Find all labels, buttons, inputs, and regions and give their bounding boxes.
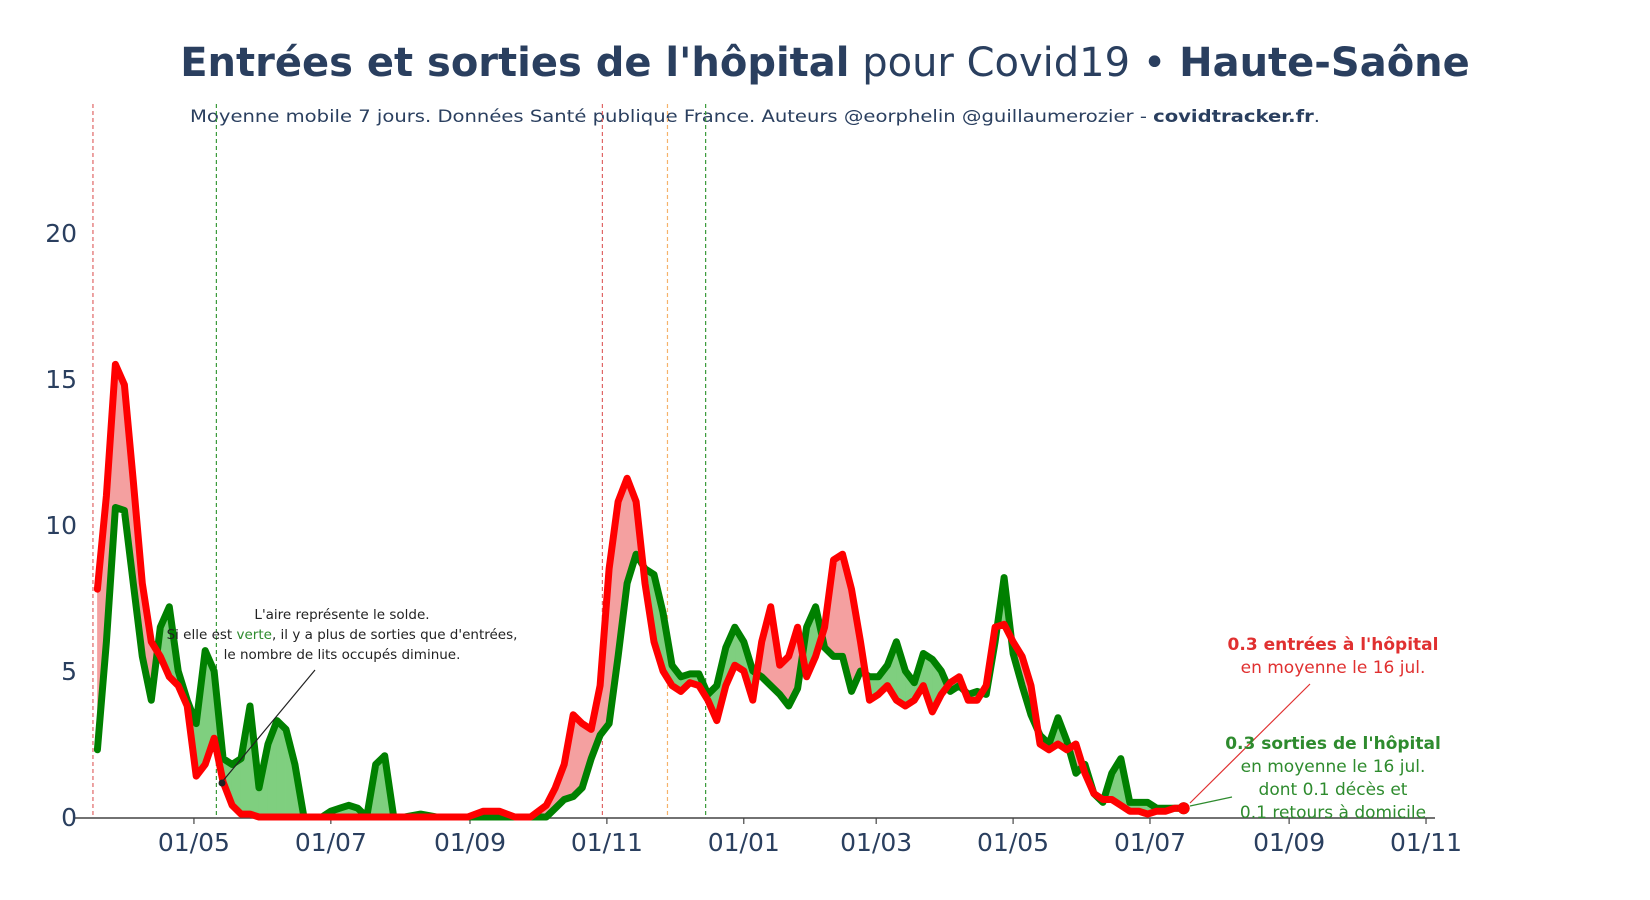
explanation-green-word: verte: [237, 627, 272, 643]
x-tick-label: 01/09: [434, 828, 506, 857]
y-tick-label: 0: [61, 803, 77, 832]
sorties-label: 0.3 sorties de l'hôpital en moyenne le 1…: [1189, 734, 1441, 823]
sorties-line: [93, 504, 1188, 821]
explanation-line-2-post: , il y a plus de sorties que d'entrées,: [272, 627, 517, 643]
entrees-label-sub: en moyenne le 16 jul.: [1241, 658, 1426, 678]
chart-title-bold: Entrées et sorties de l'hôpital: [180, 40, 849, 86]
x-tick-label: 01/09: [1253, 828, 1325, 857]
sorties-label-bold: 0.3 sorties de l'hôpital: [1225, 734, 1441, 754]
sorties-label-arrow: [1189, 796, 1233, 807]
entrees-latest-marker: [1177, 802, 1190, 815]
chart-subtitle-end: .: [1314, 107, 1320, 127]
sorties-label-sub-1: en moyenne le 16 jul.: [1241, 757, 1426, 777]
chart-title: Entrées et sorties de l'hôpital pour Cov…: [180, 40, 1470, 86]
area-explanation: L'aire représente le solde. Si elle est …: [167, 607, 518, 787]
explanation-line-2-pre: Si elle est: [167, 627, 237, 643]
explanation-line-3: le nombre de lits occupés diminue.: [224, 647, 461, 663]
explanation-line-1: L'aire représente le solde.: [254, 607, 429, 623]
sorties-label-sub-2: dont 0.1 décès et: [1259, 780, 1408, 800]
x-tick-label: 01/11: [571, 828, 643, 857]
x-tick-label: 01/07: [295, 828, 367, 857]
chart-subtitle-text: Moyenne mobile 7 jours. Données Santé pu…: [190, 107, 1153, 127]
sorties-label-sub-3: 0.1 retours à domicile: [1240, 803, 1426, 823]
chart-subtitle-site: covidtracker.fr: [1153, 107, 1314, 127]
x-tick-label: 01/05: [977, 828, 1049, 857]
chart-title-normal: pour Covid19 •: [850, 40, 1180, 86]
x-tick-label: 01/01: [708, 828, 780, 857]
chart-subtitle: Moyenne mobile 7 jours. Données Santé pu…: [190, 107, 1320, 127]
balance-area: [97, 364, 1184, 818]
explanation-arrow: [221, 669, 316, 783]
entrees-label-bold: 0.3 entrées à l'hôpital: [1228, 635, 1439, 655]
x-tick-label: 01/05: [158, 828, 230, 857]
explanation-arrow-head: [218, 779, 226, 787]
entrees-label: 0.3 entrées à l'hôpital en moyenne le 16…: [1189, 635, 1439, 804]
x-tick-label: 01/07: [1114, 828, 1186, 857]
chart-title-region: Haute-Saône: [1179, 40, 1470, 86]
x-tick-label: 01/11: [1390, 828, 1462, 857]
y-tick-label: 15: [45, 365, 77, 394]
series-lines: [93, 360, 1190, 821]
x-tick-label: 01/03: [840, 828, 912, 857]
y-tick-label: 20: [45, 219, 77, 248]
entrees-line: [93, 360, 1188, 821]
y-tick-label: 10: [45, 511, 77, 540]
y-tick-label: 5: [61, 657, 77, 686]
explanation-line-2: Si elle est verte, il y a plus de sortie…: [167, 627, 518, 643]
entrees-label-arrow: [1189, 683, 1311, 804]
